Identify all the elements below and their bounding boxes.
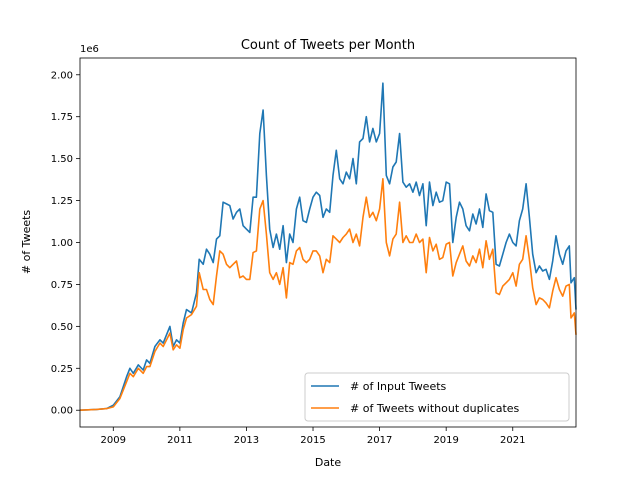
- y-tick-label: 0.00: [51, 406, 73, 417]
- x-tick-label: 2017: [367, 435, 392, 446]
- x-tick-label: 2021: [500, 435, 525, 446]
- y-multiplier-label: 1e6: [80, 44, 99, 55]
- x-tick-label: 2013: [234, 435, 259, 446]
- y-tick-label: 0.25: [51, 364, 73, 375]
- y-axis: 0.00 0.25 0.50 0.75 1.00 1.25 1.50 1.75 2.00: [51, 70, 80, 417]
- y-tick-label: 1.75: [51, 112, 73, 123]
- legend-box: [304, 372, 570, 422]
- y-tick-label: 1.25: [51, 196, 73, 207]
- x-tick-label: 2015: [300, 435, 325, 446]
- chart-title: Count of Tweets per Month: [241, 38, 415, 53]
- series-line-0: [79, 82, 577, 411]
- x-axis: 2009 2011 2013 2015 2017 2019 2021: [101, 427, 525, 446]
- y-tick-label: 0.50: [51, 322, 73, 333]
- x-tick-label: 2009: [101, 435, 126, 446]
- legend-label-tweets-without-duplicates: # of Tweets without duplicates: [350, 402, 520, 415]
- plot-area: [79, 57, 577, 428]
- series-layer: [79, 82, 577, 411]
- y-tick-label: 1.50: [51, 154, 73, 165]
- axes-frame: [79, 57, 577, 428]
- y-tick-label: 2.00: [51, 70, 73, 81]
- y-tick-label: 1.00: [51, 238, 73, 249]
- x-tick-label: 2019: [433, 435, 458, 446]
- y-axis-label: # of Tweets: [20, 210, 33, 275]
- x-tick-label: 2011: [167, 435, 192, 446]
- x-axis-label: Date: [315, 456, 342, 469]
- series-line-1: [79, 178, 577, 411]
- legend-label-input-tweets: # of Input Tweets: [350, 380, 447, 393]
- y-tick-label: 0.75: [51, 280, 73, 291]
- legend: # of Input Tweets # of Tweets without du…: [304, 372, 570, 422]
